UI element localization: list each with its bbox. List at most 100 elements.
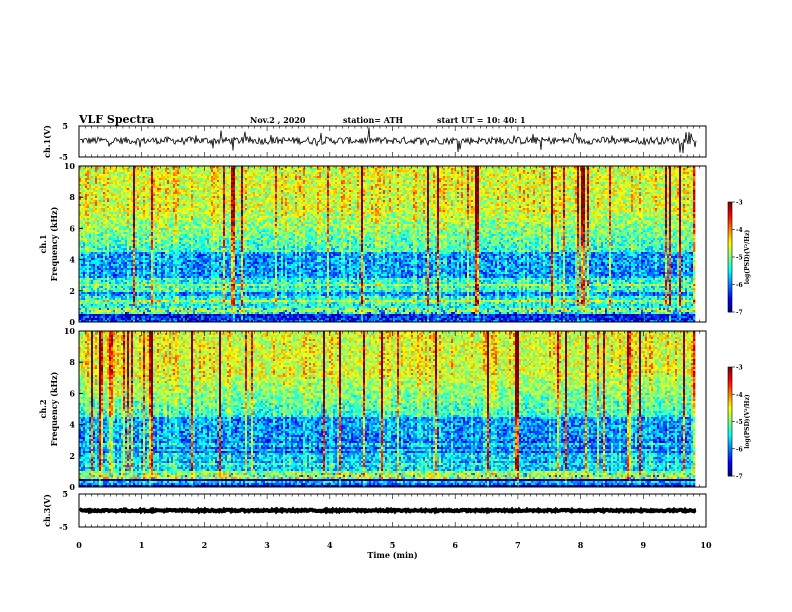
spectrogram-cell [125,272,127,274]
spectrogram-cell [91,234,93,236]
spectrogram-cell [113,310,115,312]
spectrogram-cell [125,204,127,206]
spectrogram-cell [105,248,107,250]
spectrogram-cell [145,262,147,264]
spectrogram-cell [103,214,105,216]
spectrogram-cell [135,310,137,312]
spectrogram-cell [93,242,95,244]
spectrogram-cell [107,292,109,294]
spectrogram-cell [125,292,127,294]
spectrogram-cell [107,168,109,170]
spectrogram-cell [123,300,125,302]
spectrogram-cell [155,258,157,260]
spectrogram-cell [163,192,165,194]
spectrogram-cell [93,200,95,202]
spectrogram-cell [135,246,137,248]
spectrogram-cell [115,302,117,304]
spectrogram-cell [93,230,95,232]
spectrogram-cell [117,186,119,188]
spectrogram-cell [127,248,129,250]
spectrogram-cell [85,198,87,200]
spectrogram-cell [117,268,119,270]
spectrogram-cell [131,264,133,266]
spectrogram-cell [153,258,155,260]
spectrogram-cell [119,270,121,272]
spectrogram-cell [157,294,159,296]
spectrogram-cell [145,174,147,176]
spectrogram-cell [127,296,129,298]
spectrogram-cell [119,220,121,222]
spectrogram-cell [101,200,103,202]
spectrogram-cell [149,264,151,266]
spectrogram-cell [133,240,135,242]
spectrogram-cell [145,252,147,254]
spectrogram-cell [153,242,155,244]
spectrogram-cell [121,212,123,214]
spectrogram-cell [105,290,107,292]
spectrogram-cell [139,214,141,216]
spectrogram-cell [81,178,83,180]
spectrogram-cell [131,244,133,246]
spectrogram-cell [97,258,99,260]
spectrogram-cell [101,218,103,220]
spectrogram-cell [81,220,83,222]
spectrogram-cell [129,174,131,176]
spectrogram-cell [113,240,115,242]
spectrogram-cell [143,266,145,268]
spectrogram-cell [161,260,163,262]
spectrogram-cell [157,246,159,248]
spectrogram-cell [149,204,151,206]
spectrogram-cell [127,298,129,300]
spectrogram-cell [161,236,163,238]
spectrogram-cell [115,198,117,200]
spectrogram-cell [141,316,143,318]
spectrogram-cell [163,242,165,244]
spectrogram-cell [91,206,93,208]
spectrogram-cell [119,266,121,268]
spectrogram-cell [107,282,109,284]
spectrogram-cell [141,256,143,258]
spectrogram-cell [101,288,103,290]
spectrogram-cell [109,292,111,294]
spectrogram-cell [147,286,149,288]
spectrogram-cell [157,268,159,270]
spectrogram-cell [135,252,137,254]
spectrogram-cell [103,306,105,308]
spectrogram-cell [147,316,149,318]
spectrogram-cell [91,176,93,178]
spectrogram-cell [129,314,131,316]
spectrogram-cell [93,184,95,186]
spectrogram-cell [145,294,147,296]
spectrogram-cell [99,240,101,242]
spectrogram-cell [103,172,105,174]
spectrogram-cell [121,234,123,236]
spectrogram-cell [163,318,165,320]
spectrogram-cell [149,256,151,258]
spectrogram-cell [145,256,147,258]
spectrogram-cell [109,308,111,310]
spectrogram-cell [139,174,141,176]
spectrogram-cell [99,312,101,314]
spectrogram-cell [97,206,99,208]
spectrogram-cell [131,280,133,282]
spectrogram-cell [81,236,83,238]
spectrogram-cell [103,292,105,294]
spectrogram-cell [139,276,141,278]
spectrogram-cell [139,246,141,248]
spectrogram-cell [93,302,95,304]
spectrogram-cell [119,308,121,310]
spectrogram-cell [107,246,109,248]
spectrogram-cell [99,254,101,256]
spectrogram-cell [153,178,155,180]
spectrogram-cell [113,174,115,176]
spectrogram-cell [135,268,137,270]
spectrogram-cell [141,270,143,272]
spectrogram-cell [93,314,95,316]
spectrogram-cell [119,194,121,196]
spectrogram-cell [125,312,127,314]
spectrogram-cell [147,200,149,202]
spectrogram-cell [137,202,139,204]
spectrogram-cell [155,292,157,294]
spectrogram-cell [129,210,131,212]
spectrogram-cell [141,236,143,238]
